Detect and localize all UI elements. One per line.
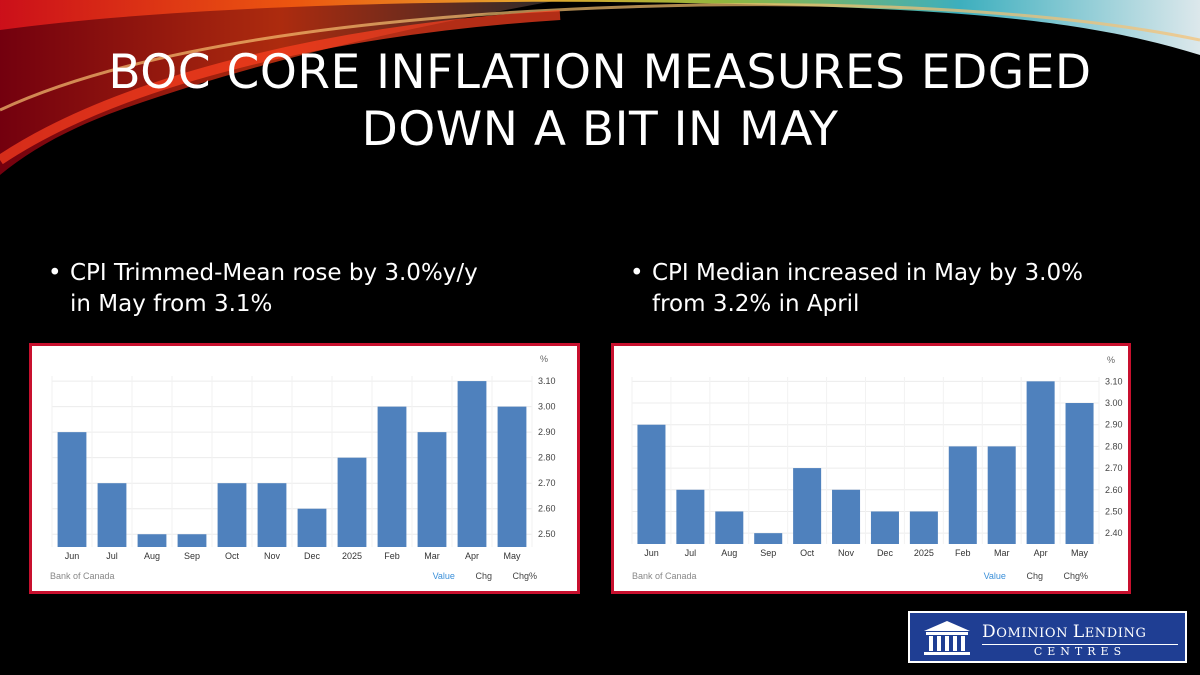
x-tick-label: Aug <box>144 551 160 561</box>
x-tick-label: Oct <box>225 551 240 561</box>
x-tick-label: Mar <box>424 551 440 561</box>
x-tick-label: Jul <box>685 548 697 558</box>
x-tick-label: 2025 <box>342 551 362 561</box>
bullet-trimmed-mean: • CPI Trimmed-Mean rose by 3.0%y/y in Ma… <box>48 258 490 320</box>
decorative-swoosh <box>0 0 1200 175</box>
bar[interactable] <box>793 468 822 544</box>
x-tick-label: Nov <box>264 551 281 561</box>
logo-line2: CENTRES <box>1033 645 1127 658</box>
bullet-median: • CPI Median increased in May by 3.0% fr… <box>630 258 1132 320</box>
y-tick-label: 3.10 <box>1105 376 1123 386</box>
tab-chg-pct[interactable]: Chg% <box>512 571 537 581</box>
tab-value[interactable]: Value <box>432 571 455 581</box>
y-tick-label: 3.10 <box>538 376 556 386</box>
y-unit-label: % <box>1107 355 1115 365</box>
x-tick-label: May <box>1071 548 1089 558</box>
y-tick-label: 2.70 <box>1105 463 1123 473</box>
x-tick-label: Nov <box>838 548 855 558</box>
x-tick-label: 2025 <box>914 548 934 558</box>
y-tick-label: 2.90 <box>538 427 556 437</box>
x-tick-label: Sep <box>760 548 776 558</box>
x-tick-label: Mar <box>994 548 1010 558</box>
x-tick-label: Jun <box>644 548 659 558</box>
bar[interactable] <box>57 432 87 547</box>
x-tick-label: Apr <box>1034 548 1048 558</box>
bar[interactable] <box>217 483 247 547</box>
bar[interactable] <box>715 511 744 544</box>
bar[interactable] <box>417 432 447 547</box>
x-tick-label: Jul <box>106 551 118 561</box>
bar[interactable] <box>676 489 705 544</box>
bar[interactable] <box>1026 381 1055 544</box>
bar[interactable] <box>497 406 527 547</box>
bar[interactable] <box>97 483 127 547</box>
y-tick-label: 2.80 <box>538 453 556 463</box>
bar[interactable] <box>870 511 899 544</box>
median-chart-panel: 2.40 2.50 2.60 2.70 2.80 2.90 3.00 3.10% Jun Jul A… <box>611 343 1131 594</box>
y-tick-label: 2.60 <box>1105 485 1123 495</box>
y-tick-label: 2.50 <box>1105 506 1123 516</box>
x-tick-label: Oct <box>800 548 815 558</box>
bar[interactable] <box>987 446 1016 544</box>
y-tick-label: 3.00 <box>538 402 556 412</box>
chart-source: Bank of Canada <box>632 571 697 581</box>
bar[interactable] <box>457 381 487 547</box>
bar[interactable] <box>137 534 167 547</box>
y-unit-label: % <box>540 354 548 364</box>
bar[interactable] <box>948 446 977 544</box>
building-icon <box>924 621 970 655</box>
tab-chg[interactable]: Chg <box>1026 571 1043 581</box>
x-tick-label: Aug <box>721 548 737 558</box>
y-tick-label: 2.80 <box>1105 441 1123 451</box>
x-tick-label: Feb <box>384 551 400 561</box>
x-tick-label: May <box>503 551 521 561</box>
bar[interactable] <box>177 534 207 547</box>
bullet-trimmed-mean-text: CPI Trimmed-Mean rose by 3.0%y/y in May … <box>70 260 478 317</box>
y-tick-label: 2.70 <box>538 478 556 488</box>
bullet-glyph: • <box>630 260 644 286</box>
bar[interactable] <box>909 511 938 544</box>
bar[interactable] <box>337 457 367 547</box>
median-chart: 2.40 2.50 2.60 2.70 2.80 2.90 3.00 3.10% Jun Jul A… <box>631 355 1123 558</box>
logo-line1: DOMINION LENDING <box>982 622 1147 642</box>
tab-chg-pct[interactable]: Chg% <box>1063 571 1088 581</box>
x-tick-label: Jun <box>65 551 80 561</box>
tab-chg[interactable]: Chg <box>475 571 492 581</box>
chart-tabs: Value Chg Chg% <box>415 571 537 581</box>
slide-title-line2: DOWN A BIT IN MAY <box>361 102 839 157</box>
logo-rule <box>982 644 1178 645</box>
trimmed-mean-chart-panel: 2.50 2.60 2.70 2.80 2.90 3.00 3.10% Jun Jul Aug Se… <box>29 343 580 594</box>
bar[interactable] <box>1065 403 1094 544</box>
tab-value[interactable]: Value <box>983 571 1006 581</box>
bar[interactable] <box>832 489 861 544</box>
chart-tabs: Value Chg Chg% <box>966 571 1088 581</box>
bar[interactable] <box>377 406 407 547</box>
x-tick-label: Feb <box>955 548 971 558</box>
slide-title: BOC CORE INFLATION MEASURES EDGED DOWN A… <box>0 44 1200 158</box>
y-tick-label: 2.40 <box>1105 528 1123 538</box>
y-tick-label: 2.50 <box>538 529 556 539</box>
x-tick-label: Dec <box>304 551 321 561</box>
bar[interactable] <box>297 508 327 547</box>
trimmed-mean-chart: 2.50 2.60 2.70 2.80 2.90 3.00 3.10% Jun Jul Aug Se… <box>51 354 556 561</box>
dominion-lending-logo: DOMINION LENDING CENTRES <box>908 611 1187 663</box>
y-tick-label: 2.60 <box>538 504 556 514</box>
x-tick-label: Apr <box>465 551 479 561</box>
slide-title-line1: BOC CORE INFLATION MEASURES EDGED <box>108 45 1092 100</box>
x-tick-label: Dec <box>877 548 894 558</box>
bar[interactable] <box>754 533 783 544</box>
bar[interactable] <box>637 424 666 544</box>
chart-source: Bank of Canada <box>50 571 115 581</box>
y-tick-label: 2.90 <box>1105 420 1123 430</box>
bar[interactable] <box>257 483 287 547</box>
x-tick-label: Sep <box>184 551 200 561</box>
y-tick-label: 3.00 <box>1105 398 1123 408</box>
bullet-median-text: CPI Median increased in May by 3.0% from… <box>652 260 1083 317</box>
bullet-glyph: • <box>48 260 62 286</box>
